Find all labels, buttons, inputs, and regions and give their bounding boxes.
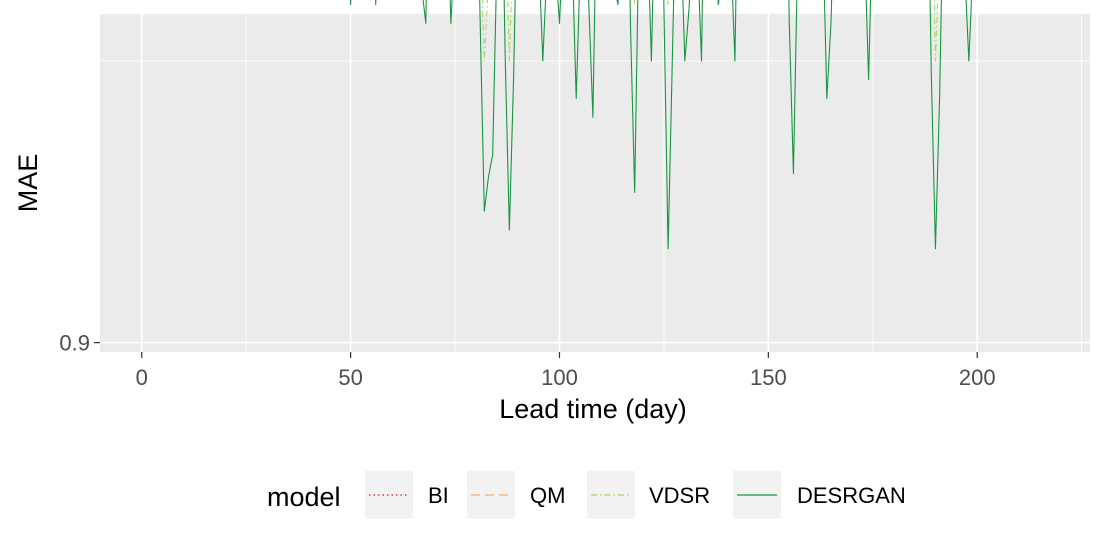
legend-label-qm: QM: [530, 483, 565, 508]
legend-label-desrgan: DESRGAN: [797, 483, 906, 508]
y-tick-label: 0.9: [59, 331, 90, 356]
grid-minor: [100, 14, 1090, 352]
x-tick-label: 150: [750, 365, 787, 390]
series-line-desrgan: [350, 0, 973, 250]
x-tick-label: 0: [136, 365, 148, 390]
legend-label-vdsr: VDSR: [649, 483, 710, 508]
y-axis-title: MAE: [13, 154, 43, 213]
x-tick-label: 100: [541, 365, 578, 390]
plot-panel: [100, 14, 1090, 352]
x-tick-label: 200: [959, 365, 996, 390]
legend-label-bi: BI: [428, 483, 449, 508]
grid-major: [100, 14, 1090, 352]
x-axis-title: Lead time (day): [499, 394, 687, 424]
x-tick-label: 50: [338, 365, 362, 390]
legend-title: model: [267, 482, 341, 512]
series-layer: [350, 0, 973, 250]
legend: model BI QM VDSR DESRGAN: [267, 471, 906, 519]
